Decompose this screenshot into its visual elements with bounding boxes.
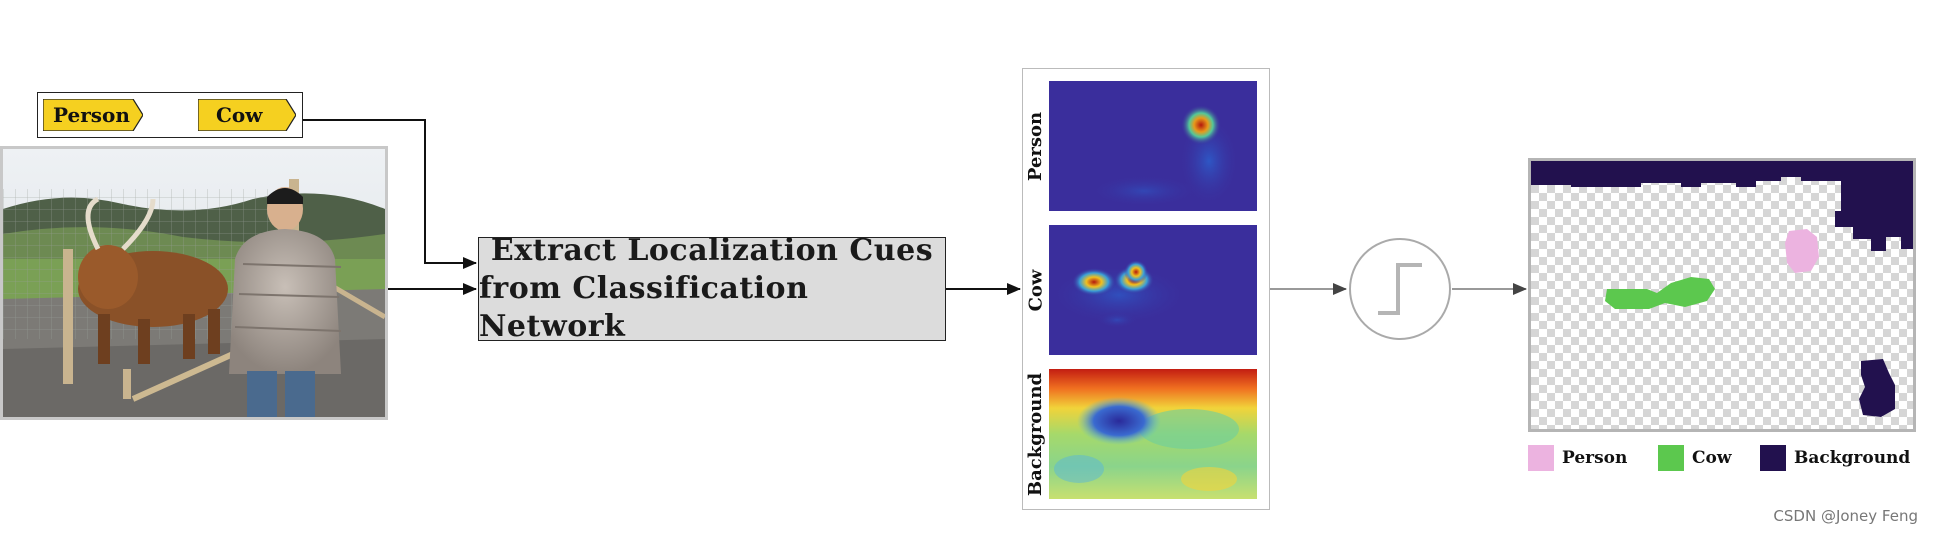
input-photo (0, 146, 388, 420)
photo-illustration (3, 149, 385, 417)
legend-swatch-cow (1658, 445, 1684, 471)
extract-cues-box: Extract Localization Cues from Classific… (478, 233, 946, 344)
heatmap-label-background: Background (1025, 372, 1047, 496)
heatmap-panel: Person Cow (1022, 68, 1270, 510)
image-labels-box: Person Cow (37, 92, 303, 138)
step-function-icon (1349, 238, 1451, 340)
heatmap-label-person: Person (1025, 111, 1047, 181)
person-tag: Person (43, 99, 143, 131)
tag-shape-icon (43, 99, 143, 131)
process-line-2: from Classification Network (479, 271, 809, 344)
process-line-1: Extract Localization Cues (490, 233, 934, 268)
legend-swatch-background (1760, 445, 1786, 471)
watermark: CSDN @Joney Feng (1773, 507, 1918, 525)
legend-swatch-person (1528, 445, 1554, 471)
heatmap-person (1049, 81, 1257, 211)
segmentation-regions (1531, 161, 1913, 417)
segmentation-output (1528, 158, 1916, 432)
cow-tag-label: Cow (216, 103, 263, 127)
person-tag-label: Person (53, 103, 130, 127)
cow-tag: Cow (198, 99, 296, 131)
heatmap-label-cow: Cow (1025, 269, 1047, 311)
heatmap-background (1049, 369, 1257, 499)
legend-item-cow: Cow (1658, 444, 1732, 472)
legend-item-background: Background (1760, 444, 1910, 472)
heatmap-cow (1049, 225, 1257, 355)
legend-item-person: Person (1528, 444, 1627, 472)
tag-shape-icon (198, 99, 296, 131)
threshold-symbol (1348, 237, 1452, 341)
